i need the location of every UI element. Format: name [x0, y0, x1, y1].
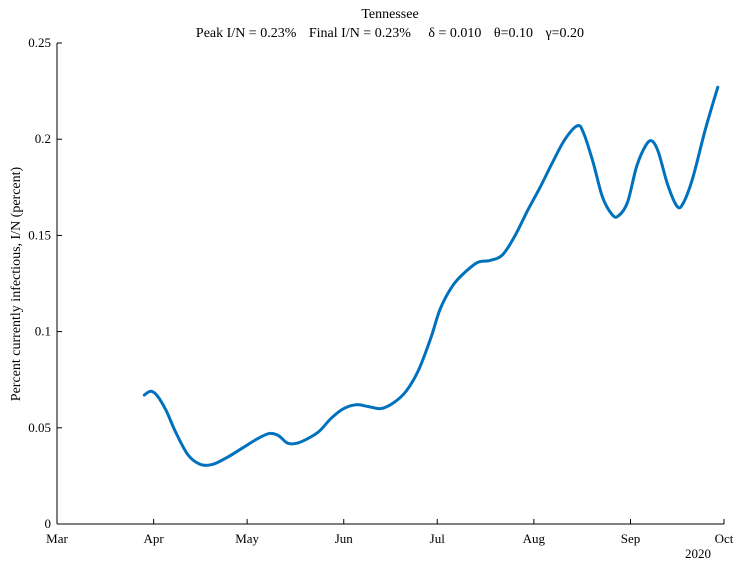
series-line	[142, 85, 720, 467]
subtitle-gamma: γ=0.20	[544, 26, 584, 41]
x-tick-label: Mar	[46, 531, 68, 546]
chart-title: Tennessee	[361, 7, 418, 22]
y-tick-label: 0.15	[28, 227, 51, 242]
y-tick-label: 0	[45, 516, 52, 531]
subtitle-final: Final I/N = 0.23%	[309, 26, 411, 41]
y-tick-label: 0.2	[35, 131, 51, 146]
x-tick-label: May	[235, 531, 259, 546]
y-tick-label: 0.25	[28, 35, 51, 50]
y-axis-label: Percent currently infectious, I/N (perce…	[9, 166, 24, 401]
x-tick-label: Oct	[715, 531, 734, 546]
y-ticks: 0 0.05 0.1 0.15 0.2 0.25	[28, 35, 62, 531]
subtitle-delta: δ = 0.010	[428, 26, 481, 41]
subtitle-theta: θ=0.10	[494, 26, 533, 41]
x-tick-label: Jun	[335, 531, 354, 546]
x-axis-year-label: 2020	[685, 546, 711, 561]
x-tick-label: Sep	[621, 531, 641, 546]
series-group	[142, 85, 720, 467]
x-tick-label: Apr	[144, 531, 165, 546]
x-tick-label: Aug	[523, 531, 546, 546]
y-tick-label: 0.1	[35, 324, 51, 339]
subtitle-peak: Peak I/N = 0.23%	[196, 26, 297, 41]
x-ticks: Mar Apr May Jun Jul Aug Sep Oct	[46, 519, 734, 546]
chart-subtitle: Peak I/N = 0.23% Final I/N = 0.23% δ = 0…	[196, 26, 584, 41]
x-tick-label: Jul	[430, 531, 446, 546]
y-tick-label: 0.05	[28, 420, 51, 435]
